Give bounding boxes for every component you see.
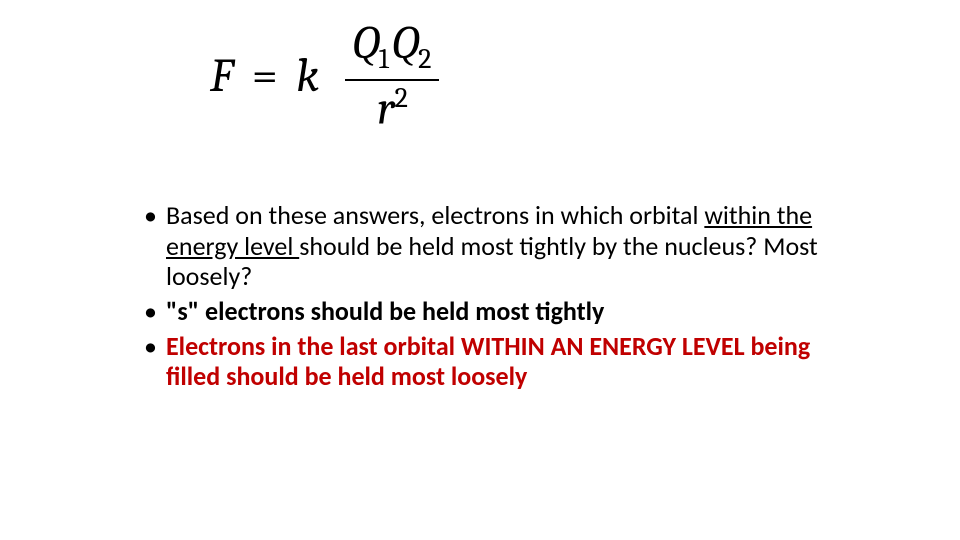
formula-k: k [296,53,319,100]
formula-lhs: F [210,53,233,100]
q1-base: Q [351,16,380,70]
r-sup: 2 [395,83,408,115]
formula-numerator: Q1Q2 [345,20,439,81]
bullet-segment-1-0: "s" electrons should be held most tightl… [166,295,604,327]
bullet-segment-0-0: Based on these answers, electrons in whi… [166,199,704,231]
bullet-list: Based on these answers, electrons in whi… [140,200,840,396]
bullet-ul: Based on these answers, electrons in whi… [140,200,840,392]
q2-base: Q [391,16,420,70]
equals-sign: = [252,53,278,100]
formula-denominator: r2 [345,81,439,133]
bullet-item-0: Based on these answers, electrons in whi… [140,200,840,292]
r-base: r [377,81,395,135]
q1-sub: 1 [379,44,389,76]
bullet-segment-2-0: Electrons in the last orbital WITHIN AN … [166,330,810,393]
slide: F = k Q1Q2 r2 Based on these answers, el… [0,0,960,540]
formula-fraction: Q1Q2 r2 [345,20,439,132]
bullet-item-2: Electrons in the last orbital WITHIN AN … [140,331,840,392]
coulombs-law-formula: F = k Q1Q2 r2 [210,20,610,132]
bullet-item-1: "s" electrons should be held most tightl… [140,296,840,327]
q2-sub: 2 [418,44,431,76]
